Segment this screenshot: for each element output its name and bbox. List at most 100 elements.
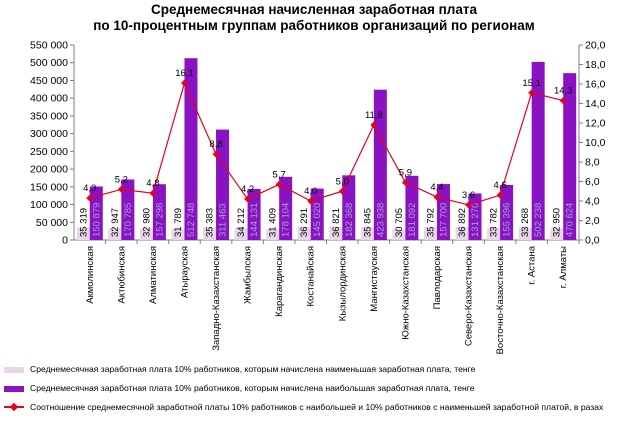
bar-max-label: 311 463 [218, 203, 229, 237]
y-right-tick-label: 4,0 [585, 196, 600, 208]
bar-max-label: 181 092 [407, 203, 418, 237]
ratio-label: 5,7 [273, 169, 286, 180]
bar-max [563, 73, 577, 241]
ratio-point [149, 189, 157, 197]
bar-min [76, 227, 90, 240]
ratio-point [559, 97, 567, 105]
bar-min-label: 30 705 [394, 208, 405, 237]
ratio-label: 5,2 [115, 174, 128, 185]
y-right-tick-label: 20,0 [585, 40, 606, 52]
bar-max [373, 89, 387, 241]
bar-max-label: 182 368 [344, 203, 355, 237]
bar-min [487, 228, 501, 240]
bar-min-label: 34 212 [236, 208, 247, 237]
x-category-label: Западно-Казахстанская [211, 246, 222, 351]
bar-max-label: 157 700 [438, 203, 449, 237]
ratio-point [244, 195, 252, 203]
bar-min [455, 226, 469, 240]
bar-min-label: 33 268 [520, 208, 531, 237]
legend-label-min: Среднемесячная заработная плата 10% рабо… [30, 364, 476, 374]
ratio-label: 4,8 [146, 178, 159, 189]
bar-min [392, 229, 406, 240]
x-category-label: Мангистауская [369, 246, 380, 312]
bar-min-label: 32 950 [552, 208, 563, 237]
ratio-point [465, 201, 473, 209]
bar-max-label: 145 020 [312, 203, 323, 237]
bar-max [216, 129, 230, 240]
bar-min-label: 31 409 [268, 208, 279, 237]
bar-min-label: 35 319 [78, 208, 89, 237]
y-right-tick-label: 0,0 [585, 235, 600, 247]
legend-swatch-ratio [4, 406, 24, 408]
bar-min [266, 228, 280, 240]
y-left-tick-label: 200 000 [30, 164, 68, 176]
y-left-tick-label: 100 000 [30, 199, 68, 211]
y-right-tick-label: 16,0 [585, 79, 606, 91]
x-category-label: Актюбинская [116, 246, 127, 304]
y-left-tick-label: 400 000 [30, 93, 68, 105]
bar-min-label: 35 383 [205, 208, 216, 237]
ratio-point [338, 187, 346, 195]
legend-label-ratio: Соотношение среднемесячной заработной пл… [30, 402, 604, 412]
bar-max-label: 512 748 [186, 203, 197, 237]
y-right-tick-label: 8,0 [585, 157, 600, 169]
bar-min [234, 227, 248, 240]
x-category-label: Костанайская [306, 246, 317, 306]
bar-max-label: 470 624 [565, 203, 576, 237]
x-category-label: Акмолинская [85, 246, 96, 304]
bar-max [531, 61, 545, 240]
bar-min [360, 227, 374, 240]
bar-min [297, 227, 311, 240]
y-left-tick-label: 250 000 [30, 146, 68, 158]
ratio-point [275, 180, 283, 188]
ratio-label: 16,1 [175, 68, 194, 79]
bar-max-label: 170 785 [123, 203, 134, 237]
y-left-tick-label: 0 [62, 235, 68, 247]
ratio-label: 4,0 [304, 186, 317, 197]
bar-max [247, 188, 261, 240]
bar-min [329, 226, 343, 240]
bar-max-label: 144 131 [249, 203, 260, 237]
bar-max [310, 188, 324, 240]
bar-max-label: 131 270 [470, 203, 481, 237]
bar-max [89, 186, 103, 240]
y-right-tick-label: 2,0 [585, 215, 600, 227]
y-left-tick-label: 350 000 [30, 110, 68, 122]
bar-min-label: 36 821 [331, 208, 342, 237]
ratio-label: 5,0 [336, 176, 349, 187]
legend-label-max: Среднемесячная заработная плата 10% рабо… [30, 383, 475, 393]
legend-item-max: Среднемесячная заработная плата 10% рабо… [0, 381, 628, 397]
bar-max-label: 178 104 [281, 203, 292, 237]
bar-max [405, 175, 419, 240]
bar-min [550, 228, 564, 240]
y-left-tick-label: 50 000 [36, 217, 68, 229]
bar-min [108, 228, 122, 240]
y-right-tick-label: 10,0 [585, 137, 606, 149]
y-right-tick-label: 12,0 [585, 118, 606, 130]
bar-min-label: 33 782 [489, 208, 500, 237]
ratio-point [370, 121, 378, 129]
bar-min-label: 35 845 [362, 208, 373, 237]
bar-min-label: 32 980 [141, 208, 152, 237]
x-category-label: Кызылординская [337, 246, 348, 321]
ratio-label: 4,6 [493, 180, 506, 191]
ratio-point [307, 197, 315, 205]
bar-max [342, 175, 356, 240]
ratio-line [89, 81, 564, 206]
ratio-point [180, 79, 188, 87]
ratio-label: 14,3 [554, 86, 573, 97]
bar-max-label: 157 298 [154, 203, 165, 237]
bar-min-label: 36 291 [299, 208, 310, 237]
y-left-tick-label: 300 000 [30, 128, 68, 140]
ratio-point [528, 89, 536, 97]
ratio-label: 4,3 [83, 183, 96, 194]
chart-title: Среднемесячная начисленная заработная пл… [0, 2, 628, 34]
y-right-tick-label: 18,0 [585, 59, 606, 71]
ratio-point [117, 185, 125, 193]
ratio-point [212, 150, 220, 158]
bar-min [203, 227, 217, 240]
ratio-label: 4,2 [241, 184, 254, 195]
y-left-tick-label: 150 000 [30, 181, 68, 193]
bar-max-label: 150 879 [91, 203, 102, 237]
y-right-tick-label: 6,0 [585, 176, 600, 188]
